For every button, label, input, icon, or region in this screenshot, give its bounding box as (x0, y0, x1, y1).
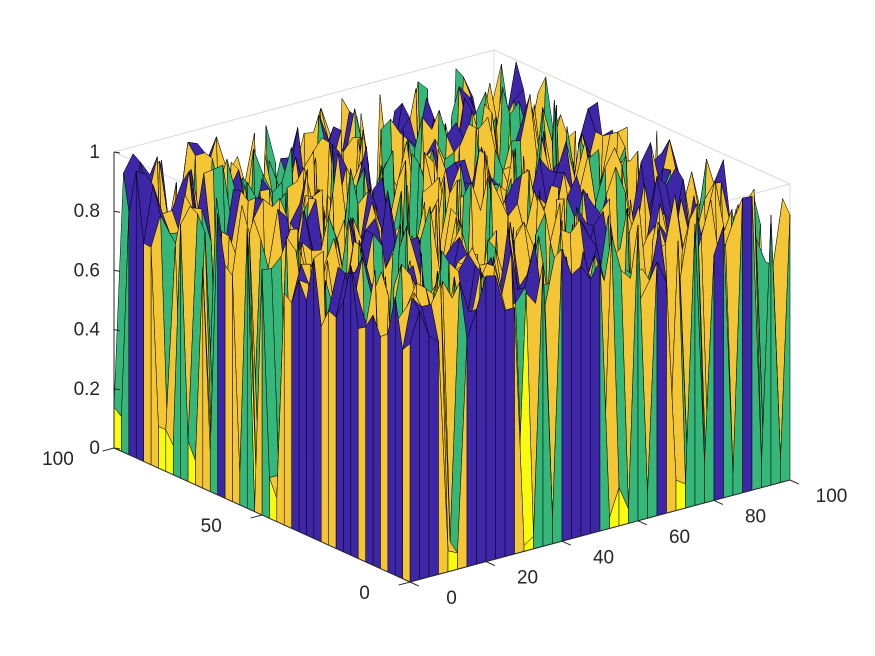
surface-front-y-face (224, 264, 233, 502)
surface-front-x-face (742, 196, 753, 494)
z-tick-label: 0.2 (74, 379, 100, 400)
surface-front-y-face (387, 297, 396, 576)
x-tick-label: 80 (745, 506, 766, 527)
surface-front-y-face (306, 257, 315, 539)
surface-front-y-face (298, 280, 307, 536)
x-tick (637, 520, 648, 526)
z-tick (113, 329, 121, 332)
surface-front-x-face (428, 335, 439, 578)
x-tick (561, 540, 572, 546)
surface-front-x-face (580, 265, 591, 537)
surface-front-x-face (504, 307, 515, 557)
surface-front-y-face (283, 292, 292, 529)
x-axis-line (409, 479, 791, 583)
surface-front-y-face (402, 343, 411, 583)
surface-front-y-face (380, 333, 389, 573)
surface-front-x-face (466, 309, 477, 568)
z-tick-label: 1 (89, 142, 100, 163)
x-tick (409, 581, 420, 587)
surface-front-y-face (357, 326, 366, 563)
y-tick-label: 0 (359, 583, 370, 604)
surface-front-y-face (320, 310, 329, 546)
surface-front-x-face (713, 225, 724, 501)
surface-front-x-face (561, 248, 572, 542)
surface-front-y-face (128, 171, 137, 459)
surface-front-y-face (335, 301, 344, 553)
surface-front-x-face (419, 310, 430, 580)
z-tick-label: 0 (89, 438, 100, 459)
x-tick-label: 0 (446, 588, 457, 609)
surface-mesh (113, 61, 791, 583)
surface-front-y-face (143, 242, 152, 466)
surface-front-x-face (675, 479, 686, 511)
surface-front-y-face (365, 314, 374, 566)
y-tick (102, 447, 115, 452)
surface-front-y-face (372, 315, 381, 569)
axis-ticks (102, 151, 800, 587)
axis-tick-labels: 0 20 40 60 80 100 0 50 100 0 0.2 0.4 0.6 0.8 1 (42, 142, 847, 609)
surface-front-y-face (158, 426, 167, 472)
surface-front-y-face (343, 265, 352, 556)
surface-front-x-face (485, 275, 496, 562)
z-tick (113, 269, 121, 272)
y-tick-label: 50 (201, 516, 222, 537)
z-tick (113, 388, 121, 391)
x-tick-label: 60 (669, 527, 690, 548)
z-tick (113, 151, 121, 154)
surface-front-x-face (571, 265, 582, 539)
x-tick-label: 40 (593, 547, 614, 568)
surface-front-x-face (409, 310, 420, 583)
x-tick (485, 561, 496, 567)
x-tick-label: 20 (517, 568, 538, 589)
surface-front-x-face (447, 550, 458, 573)
surface-front-y-face (217, 213, 226, 499)
z-tick-label: 0.6 (74, 260, 100, 281)
y-tick (250, 514, 263, 519)
surface-front-y-face (328, 310, 337, 549)
surface-front-x-face (656, 261, 667, 517)
x-tick-label: 100 (816, 486, 848, 507)
x-tick (789, 479, 800, 485)
surface-front-x-face (495, 275, 506, 560)
x-tick (713, 499, 724, 505)
z-tick (113, 210, 121, 213)
y-tick (398, 581, 411, 586)
z-tick (113, 447, 121, 450)
surface-front-x-face (590, 260, 601, 534)
z-tick-label: 0.4 (74, 320, 101, 341)
axes-box-edge-6 (493, 49, 791, 185)
z-tick-label: 0.8 (74, 201, 100, 222)
y-tick-label: 100 (42, 449, 74, 470)
surface-front-x-face (476, 276, 487, 565)
axes-box-edge-5 (113, 49, 495, 153)
surface-front-y-face (291, 280, 300, 533)
